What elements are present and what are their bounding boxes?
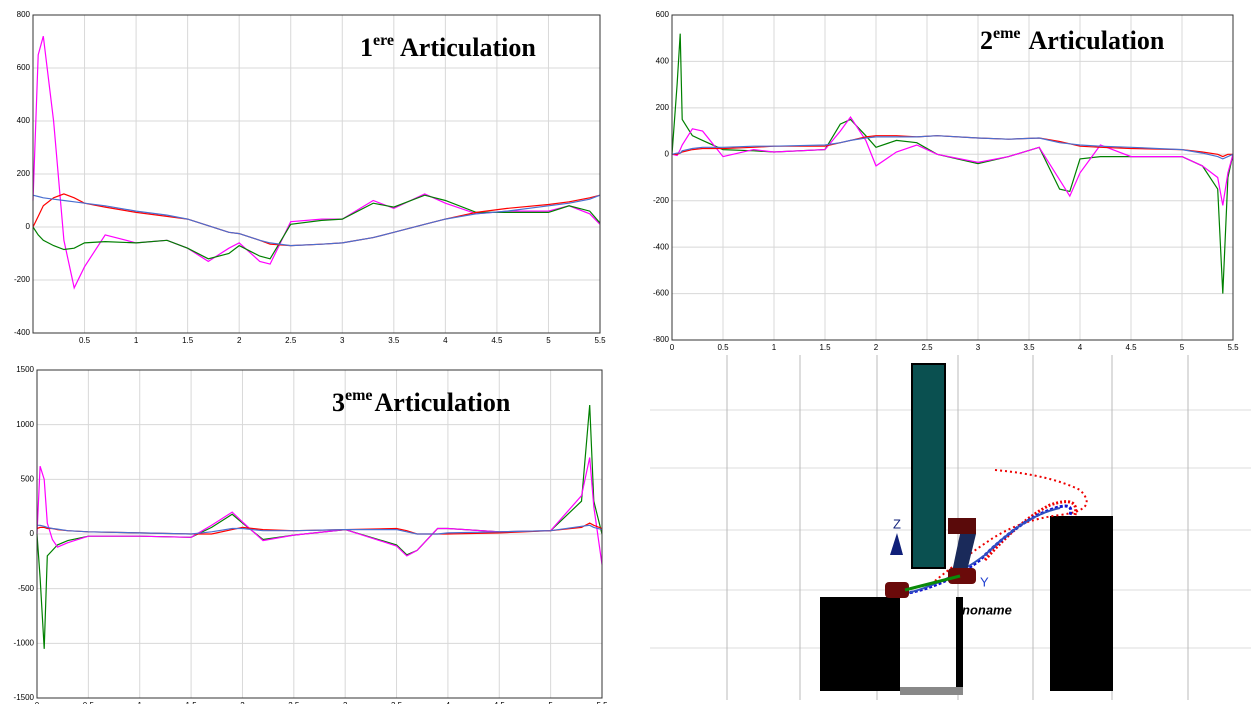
x-tick-label: 3.5	[388, 336, 400, 345]
x-tick-label: 4.5	[491, 336, 503, 345]
x-tick-label: 4.5	[1125, 343, 1137, 352]
x-tick-label: 2	[237, 336, 242, 345]
plot-frame	[36, 369, 603, 699]
axis-label: Z	[893, 516, 901, 531]
x-tick-label: 5	[546, 336, 551, 345]
y-tick-label: 800	[17, 10, 31, 19]
x-tick-label: 3	[343, 701, 348, 704]
x-tick-label: 3.5	[1023, 343, 1035, 352]
chart: -400 -200 0 200 400 600 800 0.5 1 1.5 2 2.5 3 3.5 4 4.5…	[14, 10, 606, 345]
x-tick-label: 0.5	[83, 701, 95, 704]
x-tick-label: 4	[1078, 343, 1083, 352]
x-tick-label: 1.5	[819, 343, 831, 352]
x-tick-label: 2	[874, 343, 879, 352]
x-tick-label: 5	[1180, 343, 1185, 352]
title-number: 1	[360, 33, 373, 62]
y-tick-label: -400	[14, 328, 31, 337]
y-tick-label: -600	[653, 289, 670, 298]
x-tick-label: 3	[976, 343, 981, 352]
title-number: 3	[332, 388, 345, 417]
axis-label: Y	[980, 574, 989, 589]
x-tick-label: 5.5	[594, 336, 606, 345]
y-tick-label: 200	[17, 169, 31, 178]
y-tick-label: 600	[17, 63, 31, 72]
x-tick-label: 4.5	[494, 701, 506, 704]
x-tick-label: 3.5	[391, 701, 403, 704]
x-tick-label: 1	[134, 336, 139, 345]
object-label: noname	[962, 602, 1012, 617]
y-tick-label: 500	[21, 474, 35, 483]
series-line	[32, 194, 601, 247]
y-tick-label: -400	[653, 242, 670, 251]
x-tick-label: 4	[446, 701, 451, 704]
y-tick-label: 0	[26, 222, 31, 231]
series-line	[671, 116, 1234, 206]
chart: -1500-1000-50005001000150000.511.522.533…	[14, 365, 609, 704]
x-tick-label: 0	[670, 343, 675, 352]
chart-title: 2eme Articulation	[980, 25, 1165, 55]
title-word: Articulation	[375, 388, 511, 417]
title-number: 2	[980, 26, 993, 55]
title-word: Articulation	[1029, 26, 1165, 55]
x-tick-label: 0	[35, 701, 40, 704]
y-tick-label: 1500	[16, 365, 34, 374]
y-tick-label: 0	[665, 149, 670, 158]
plot-frame	[32, 14, 601, 334]
y-tick-label: -500	[18, 584, 35, 593]
x-tick-label: 5.5	[596, 701, 608, 704]
title-word: Articulation	[400, 33, 536, 62]
title-superscript: eme	[345, 387, 373, 404]
y-tick-label: 400	[17, 116, 31, 125]
y-tick-label: -200	[653, 196, 670, 205]
x-tick-label: 2.5	[921, 343, 933, 352]
y-tick-label: 400	[656, 57, 670, 66]
y-tick-label: -800	[653, 335, 670, 344]
chart-title: 1ere Articulation	[360, 32, 536, 62]
x-tick-label: 5.5	[1227, 343, 1239, 352]
x-tick-label: 0.5	[717, 343, 729, 352]
x-tick-label: 1	[138, 701, 143, 704]
y-tick-label: -1500	[14, 693, 35, 702]
plot-frame	[671, 14, 1234, 341]
x-tick-label: 3	[340, 336, 345, 345]
plot-area	[672, 15, 1233, 340]
y-tick-label: -1000	[14, 638, 35, 647]
x-tick-label: 1.5	[186, 701, 198, 704]
robot-scene: Z Y noname	[650, 355, 1251, 700]
chart-title: 3emeArticulation	[332, 387, 511, 417]
chart: -800 -600 -400 -200 0 200 400 600 0 0.5 1 1.5 2 2.5 3 3…	[653, 10, 1239, 352]
series-line	[671, 135, 1234, 160]
y-tick-label: 1000	[16, 420, 34, 429]
x-tick-label: 4	[443, 336, 448, 345]
x-tick-label: 1	[772, 343, 777, 352]
series-line	[37, 524, 603, 535]
x-tick-label: 5	[548, 701, 553, 704]
y-tick-label: -200	[14, 275, 31, 284]
x-tick-label: 1.5	[182, 336, 194, 345]
x-tick-label: 2	[240, 701, 245, 704]
y-tick-label: 200	[656, 103, 670, 112]
y-tick-label: 0	[30, 529, 35, 538]
x-tick-label: 2.5	[285, 336, 297, 345]
x-tick-label: 0.5	[79, 336, 91, 345]
title-superscript: ere	[373, 32, 394, 49]
y-tick-label: 600	[656, 10, 670, 19]
x-tick-label: 2.5	[288, 701, 300, 704]
title-superscript: eme	[993, 25, 1021, 42]
